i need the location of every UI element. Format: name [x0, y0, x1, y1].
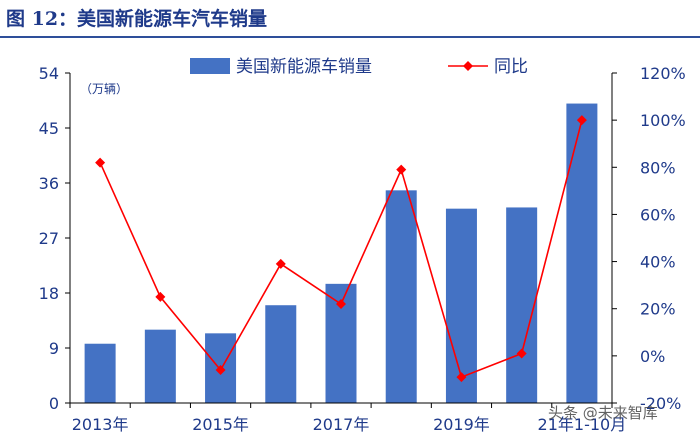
y-left-tick-label: 36: [39, 174, 59, 193]
yoy-marker-2016年: [275, 258, 286, 269]
x-tick-label: 2019年: [433, 415, 490, 434]
legend-bar-label: 美国新能源车销量: [236, 57, 372, 77]
bar-2018年: [385, 190, 417, 403]
yoy-marker-2015年: [215, 365, 226, 375]
watermark: 头条 @未来智库: [548, 404, 658, 422]
legend: 美国新能源车销量 同比: [190, 57, 528, 77]
bar-2014年: [144, 329, 176, 403]
y-right-tick-label: 60%: [640, 205, 676, 224]
x-tick-label: 2015年: [192, 415, 249, 434]
y-right-tick-label: 120%: [640, 64, 686, 83]
y-left-tick-label: 0: [49, 394, 59, 413]
x-tick-label: 2017年: [313, 415, 370, 434]
axes: [65, 72, 617, 408]
title-divider: [0, 36, 700, 38]
y-left-tick-label: 45: [39, 119, 59, 138]
yoy-marker-2018年: [396, 164, 407, 175]
y-right-tick-label: 0%: [640, 347, 665, 366]
yoy-marker-2019年: [456, 372, 467, 383]
y-left-tick-label: 9: [49, 339, 59, 358]
x-tick-label: 21年1-10月: [538, 415, 627, 434]
yoy-line-series: [95, 115, 587, 383]
figure-title: 图 12：美国新能源车汽车销量: [6, 8, 268, 30]
legend-bar-swatch: [190, 58, 230, 74]
legend-line-label: 同比: [494, 57, 528, 77]
y-right-tick-label: 20%: [640, 300, 676, 319]
yoy-marker-2014年: [155, 291, 166, 302]
legend-line-marker: [463, 61, 473, 71]
bar-2016年: [265, 305, 297, 403]
yoy-marker-2017年: [336, 299, 346, 309]
bar-2019年: [445, 208, 477, 403]
y-left-tick-label: 18: [39, 284, 59, 303]
bar-2013年: [84, 343, 116, 403]
y-left-tick-label: 54: [39, 64, 59, 83]
yoy-marker-2013年: [95, 157, 106, 168]
y-left-tick-label: 27: [39, 229, 59, 248]
bar-2020年: [506, 207, 538, 403]
y-right-tick-label: 100%: [640, 111, 686, 130]
y-left-unit-label: （万辆）: [80, 82, 128, 96]
bar-21年1-10月: [566, 103, 598, 404]
y-right-tick-label: 80%: [640, 158, 676, 177]
yoy-marker-2020年: [516, 348, 527, 359]
y-right-tick-label: 40%: [640, 253, 676, 272]
x-tick-label: 2013年: [72, 415, 129, 434]
axis-labels: 0 9 18 27 36 45 54 -20% 0% 20% 40% 60% 80% 100% 120% 20…: [39, 64, 686, 434]
yoy-marker-21年1-10月: [576, 115, 587, 126]
bar-series: [84, 103, 598, 404]
y-right-tick-label: -20%: [640, 394, 681, 413]
